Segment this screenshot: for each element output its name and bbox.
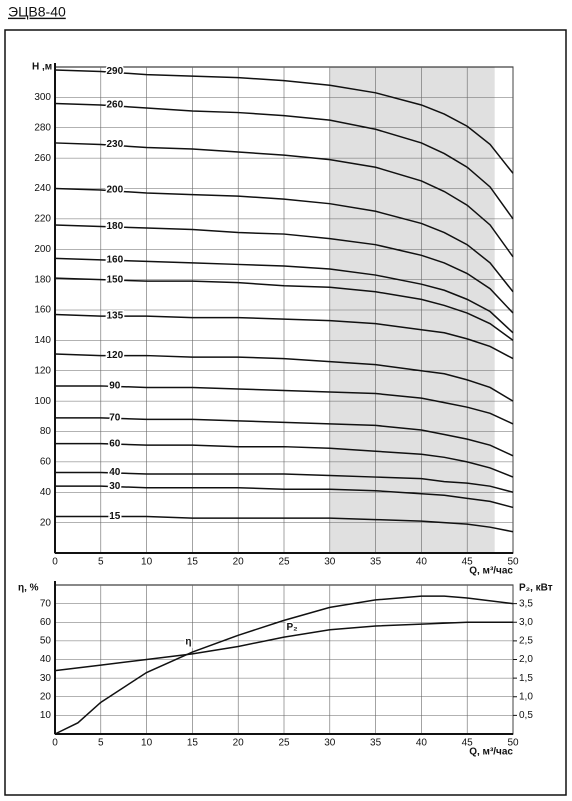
- curve-label: 230: [106, 139, 123, 150]
- x-tick-label: 10: [141, 557, 153, 568]
- y2-tick-label: 1,5: [519, 673, 533, 684]
- x-tick-label: 40: [416, 738, 428, 749]
- x-tick-label: 30: [324, 557, 336, 568]
- curve: [54, 277, 514, 341]
- y2-axis-label: P₂, кВт: [519, 583, 553, 594]
- curve-label: 290: [106, 66, 123, 77]
- y-axis-label: η, %: [18, 583, 39, 594]
- curve-label: 160: [106, 255, 123, 266]
- y2-tick-label: 2,0: [519, 654, 533, 665]
- y-tick-label: 240: [34, 183, 51, 194]
- x-tick-label: 5: [98, 738, 104, 749]
- x-tick-label: 15: [187, 738, 199, 749]
- y-tick-label: 220: [34, 214, 51, 225]
- x-tick-label: 50: [507, 738, 519, 749]
- x-tick-label: 45: [462, 557, 474, 568]
- x-tick-label: 45: [462, 738, 474, 749]
- x-tick-label: 25: [278, 738, 290, 749]
- curve: [54, 595, 514, 735]
- x-tick-label: 10: [141, 738, 153, 749]
- curve: [55, 471, 514, 493]
- x-tick-label: 0: [52, 738, 58, 749]
- y-tick-label: 140: [34, 335, 51, 346]
- curve: [54, 621, 513, 672]
- curve-label: 150: [106, 274, 123, 285]
- x-tick-label: 35: [370, 557, 382, 568]
- curve: [55, 442, 514, 478]
- curve: [55, 515, 514, 533]
- y-tick-label: 30: [40, 673, 52, 684]
- y-tick-label: 260: [34, 153, 51, 164]
- y2-tick-label: 1,0: [519, 691, 533, 702]
- curve: [54, 257, 514, 334]
- y2-tick-label: 3,5: [519, 598, 533, 609]
- curve: [55, 417, 514, 457]
- x-axis-label: Q, м³/час: [469, 747, 513, 758]
- curve-label: 40: [109, 467, 121, 478]
- y-tick-label: 180: [34, 274, 51, 285]
- curve: [54, 69, 514, 174]
- x-tick-label: 5: [98, 557, 104, 568]
- curve-label: 260: [106, 100, 123, 111]
- curve-label: η: [185, 637, 191, 648]
- y-tick-label: 40: [40, 654, 52, 665]
- y-tick-label: 60: [40, 457, 52, 468]
- curve: [54, 142, 514, 258]
- y-tick-label: 280: [34, 122, 51, 133]
- y-tick-label: 70: [40, 598, 52, 609]
- title: ЭЦВ8-40: [8, 4, 66, 20]
- y-tick-label: 60: [40, 617, 52, 628]
- y-tick-label: 200: [34, 244, 51, 255]
- y-tick-label: 80: [40, 426, 52, 437]
- y-tick-label: 20: [40, 691, 52, 702]
- y-axis-label: Н ,м: [32, 62, 52, 73]
- y-tick-label: 300: [34, 92, 51, 103]
- curve-label: 90: [109, 381, 121, 392]
- y-tick-label: 40: [40, 487, 52, 498]
- curve-label: 135: [106, 311, 123, 322]
- y2-tick-label: 3,0: [519, 617, 533, 628]
- curve-label: 180: [106, 221, 123, 232]
- curve-label: 200: [106, 185, 123, 196]
- curve: [55, 485, 514, 509]
- curve-label: 120: [106, 350, 123, 361]
- y-tick-label: 20: [40, 517, 52, 528]
- curve-label: 70: [109, 412, 121, 423]
- y-tick-label: 10: [40, 710, 52, 721]
- curve: [54, 313, 514, 360]
- x-tick-label: 20: [233, 738, 245, 749]
- x-tick-label: 40: [416, 557, 428, 568]
- curve-label: 30: [109, 481, 121, 492]
- curve: [55, 385, 514, 425]
- x-tick-label: 25: [278, 557, 290, 568]
- x-tick-label: 50: [507, 557, 519, 568]
- y-tick-label: 100: [34, 396, 51, 407]
- y-tick-label: 50: [40, 636, 52, 647]
- curve: [54, 353, 514, 402]
- x-tick-label: 20: [233, 557, 245, 568]
- x-tick-label: 35: [370, 738, 382, 749]
- curve-label: 60: [109, 438, 121, 449]
- curve: [54, 224, 514, 314]
- curve: [54, 187, 514, 293]
- curve: [54, 102, 514, 220]
- curve-label: P₂: [286, 622, 297, 633]
- x-tick-label: 0: [52, 557, 58, 568]
- y-tick-label: 120: [34, 365, 51, 376]
- x-tick-label: 30: [324, 738, 336, 749]
- y2-tick-label: 0,5: [519, 710, 533, 721]
- frame: [4, 29, 567, 796]
- y-tick-label: 160: [34, 305, 51, 316]
- y2-tick-label: 2,5: [519, 636, 533, 647]
- curve-label: 15: [109, 511, 121, 522]
- x-axis-label: Q, м³/час: [469, 566, 513, 577]
- x-tick-label: 15: [187, 557, 199, 568]
